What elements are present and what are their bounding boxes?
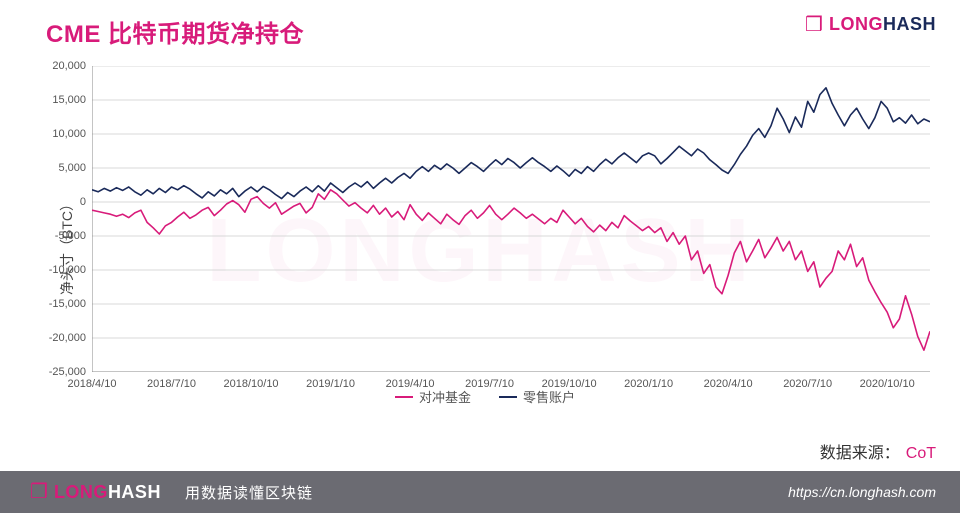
chart-container: 净头寸（BTC） -25,000-20,000-15,000-10,000-5,… (30, 56, 940, 436)
y-tick-label: 10,000 (52, 128, 92, 140)
source-value: CoT (906, 445, 936, 462)
y-tick-label: 5,000 (58, 162, 92, 174)
brand-wordmark: LONGHASH (829, 14, 936, 35)
data-source: 数据来源： CoT (820, 439, 936, 463)
footer-url: https://cn.longhash.com (788, 471, 936, 513)
legend-label-retail: 零售账户 (523, 387, 575, 406)
legend-label-hedge: 对冲基金 (419, 387, 471, 406)
brand-logo-top: ❒ LONGHASH (805, 14, 936, 35)
source-label: 数据来源： (820, 445, 900, 462)
legend: 对冲基金 零售账户 (30, 387, 940, 406)
y-tick-label: 0 (80, 196, 92, 208)
brand-wordmark: LONGHASH (54, 482, 161, 503)
brand-name-2: HASH (108, 482, 161, 502)
y-tick-label: 15,000 (52, 94, 92, 106)
brand-tagline: 用数据读懂区块链 (185, 482, 313, 503)
brand-logo-bottom: ❒ LONGHASH 用数据读懂区块链 (30, 471, 313, 513)
brand-name-2: HASH (883, 14, 936, 34)
y-tick-label: -10,000 (49, 264, 92, 276)
brand-cube-icon: ❒ (805, 15, 823, 35)
y-axis-label: 净头寸（BTC） (57, 197, 77, 295)
chart-svg (92, 66, 930, 372)
legend-swatch-hedge (395, 396, 413, 398)
y-tick-label: -5,000 (55, 230, 92, 242)
legend-swatch-retail (499, 396, 517, 398)
y-tick-label: -15,000 (49, 298, 92, 310)
plot-area: -25,000-20,000-15,000-10,000-5,00005,000… (92, 66, 930, 372)
brand-cube-icon: ❒ (30, 482, 48, 502)
brand-name-1: LONG (54, 482, 108, 502)
chart-title: CME 比特币期货净持仓 (46, 14, 304, 49)
legend-item-hedge: 对冲基金 (395, 387, 471, 406)
brand-name-1: LONG (829, 14, 883, 34)
page-root: { "title": "CME 比特币期货净持仓", "brand": { "n… (0, 0, 960, 513)
legend-item-retail: 零售账户 (499, 387, 575, 406)
y-tick-label: -20,000 (49, 332, 92, 344)
y-tick-label: 20,000 (52, 60, 92, 72)
